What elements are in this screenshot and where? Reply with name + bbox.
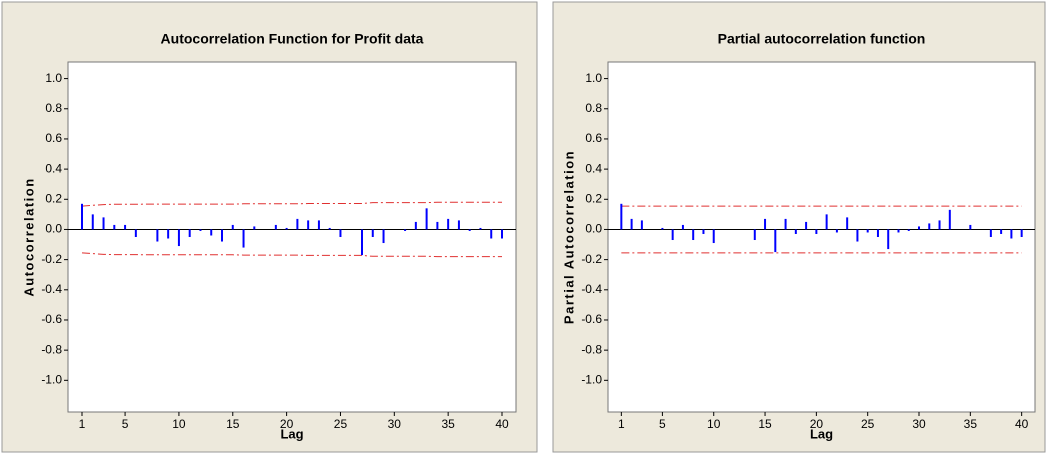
y-tick-label: 0.6 — [585, 131, 602, 145]
x-tick-label: 35 — [964, 417, 978, 431]
y-axis-label: Autocorrelation — [21, 177, 36, 296]
x-tick-label: 20 — [280, 417, 294, 431]
x-tick-label: 15 — [758, 417, 772, 431]
chart-title: Autocorrelation Function for Profit data — [161, 31, 424, 47]
plot-area — [67, 61, 517, 413]
y-tick-label: -1.0 — [41, 372, 62, 386]
y-tick-label: -0.6 — [41, 312, 62, 326]
x-tick-label: 30 — [388, 417, 402, 431]
y-tick-label: 0.6 — [45, 131, 62, 145]
chart-title: Partial autocorrelation function — [718, 31, 926, 47]
y-tick-label: -0.2 — [41, 252, 62, 266]
y-tick-label: -0.8 — [41, 342, 62, 356]
y-tick-label: -0.6 — [581, 312, 602, 326]
x-axis-label: Lag — [810, 426, 833, 441]
y-tick-label: 0.0 — [585, 222, 602, 236]
y-tick-label: 0.0 — [45, 222, 62, 236]
x-tick-label: 25 — [861, 417, 875, 431]
y-tick-label: 0.2 — [585, 191, 602, 205]
x-tick-label: 5 — [122, 417, 129, 431]
x-tick-label: 40 — [495, 417, 509, 431]
y-tick-label: 0.2 — [45, 191, 62, 205]
x-tick-label: 5 — [659, 417, 666, 431]
confidence-limit — [81, 201, 502, 207]
x-tick-label: 10 — [172, 417, 186, 431]
y-tick-label: -0.4 — [581, 282, 602, 296]
y-tick-label: -0.4 — [41, 282, 62, 296]
y-tick-label: 0.4 — [585, 161, 602, 175]
x-axis-label: Lag — [280, 426, 303, 441]
confidence-limit — [81, 252, 502, 258]
y-tick-label: 0.8 — [45, 101, 62, 115]
x-tick-label: 10 — [707, 417, 721, 431]
x-tick-label: 15 — [226, 417, 240, 431]
x-tick-label: 40 — [1015, 417, 1029, 431]
y-tick-label: 0.4 — [45, 161, 62, 175]
x-tick-label: 30 — [912, 417, 926, 431]
y-tick-label: -1.0 — [581, 372, 602, 386]
plot-area — [607, 61, 1036, 413]
x-tick-label: 20 — [810, 417, 824, 431]
x-tick-label: 1 — [618, 417, 625, 431]
x-tick-label: 35 — [441, 417, 455, 431]
x-tick-label: 1 — [79, 417, 86, 431]
y-tick-label: 1.0 — [45, 71, 62, 85]
y-tick-label: 1.0 — [585, 71, 602, 85]
x-tick-label: 25 — [334, 417, 348, 431]
y-tick-label: -0.8 — [581, 342, 602, 356]
y-tick-label: -0.2 — [581, 252, 602, 266]
y-axis-label: Partial Autocorrelation — [561, 150, 576, 324]
y-tick-label: 0.8 — [585, 101, 602, 115]
